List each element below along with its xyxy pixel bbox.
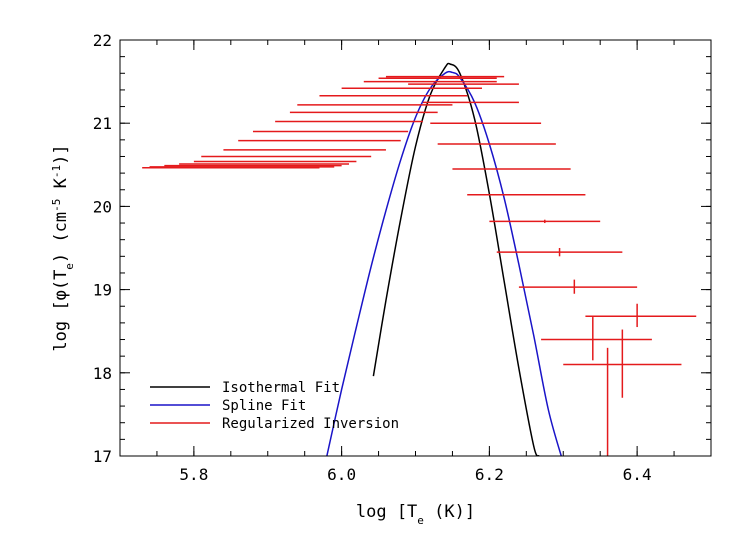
y-tick-label: 18 — [93, 364, 112, 383]
y-axis-title: log [φ(Te) (cm-5 K-1)] — [50, 144, 76, 351]
x-tick-label: 6.4 — [623, 465, 652, 484]
ticks-layer: 5.8 6.0 6.2 6.4 17 18 19 20 21 22 — [93, 31, 712, 484]
legend: Isothermal Fit Spline Fit Regularized Inve… — [150, 380, 399, 432]
y-tick-label: 21 — [93, 114, 112, 133]
x-tick-label: 5.8 — [179, 465, 208, 484]
x-tick-label: 6.0 — [327, 465, 356, 484]
data-layer — [142, 62, 697, 456]
legend-label-2: Regularized Inversion — [222, 416, 399, 432]
y-tick-label: 22 — [93, 31, 112, 50]
y-tick-label: 20 — [93, 197, 112, 216]
series-line-1 — [326, 70, 563, 456]
y-tick-label: 17 — [93, 447, 112, 466]
y-tick-label: 19 — [93, 281, 112, 300]
x-axis-title: log [Te (K)] — [356, 502, 475, 527]
x-tick-label: 6.2 — [475, 465, 504, 484]
series-line-0 — [372, 62, 540, 456]
legend-label-0: Isothermal Fit — [222, 380, 340, 396]
legend-label-1: Spline Fit — [222, 398, 306, 414]
